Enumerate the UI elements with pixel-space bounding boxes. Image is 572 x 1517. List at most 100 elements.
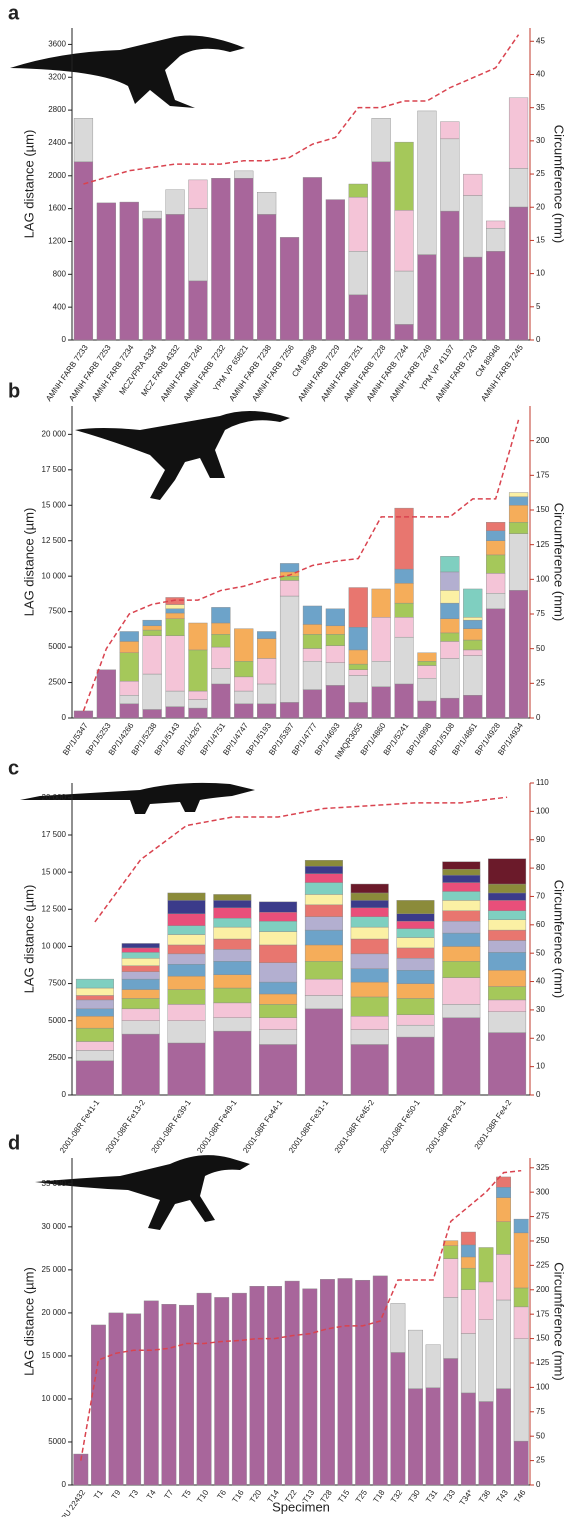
bar-segment: [461, 1245, 475, 1257]
x-tick-label: T46: [512, 1488, 528, 1505]
bar-segment: [461, 1334, 475, 1393]
bar-segment: [397, 1025, 435, 1037]
bar-segment: [509, 534, 528, 591]
bar-segment: [74, 118, 93, 162]
x-tick-label: AMNH FARB 7251: [319, 343, 365, 403]
y-tick-label: 3600: [48, 40, 66, 49]
bar-segment: [486, 555, 505, 573]
bar-segment: [440, 633, 459, 642]
x-tick-label: AMNH FARB 7228: [342, 343, 388, 403]
y2-tick-label: 125: [536, 1358, 550, 1367]
y-tick-label: 1200: [48, 237, 66, 246]
bar-segment: [372, 617, 391, 661]
bar-segment: [122, 1009, 160, 1021]
x-tick-label: 2001-08R Fe13-2: [104, 1098, 148, 1155]
bar-segment: [395, 142, 414, 210]
bar-segment: [257, 639, 276, 659]
bar-segment: [397, 900, 435, 913]
bar-segment: [168, 976, 206, 989]
bar-segment: [166, 609, 185, 613]
bar-segment: [443, 961, 481, 977]
bar-segment: [397, 984, 435, 999]
bar-segment: [488, 859, 526, 884]
bar-segment: [326, 663, 345, 686]
bar-segment: [76, 1042, 114, 1051]
x-tick-label: AMNH FARB 7234: [90, 343, 136, 403]
bar-segment: [486, 573, 505, 593]
x-tick-label: AMNH FARB 7229: [296, 343, 342, 403]
bar-segment: [461, 1232, 475, 1245]
bar-segment: [168, 935, 206, 945]
bar-segment: [395, 637, 414, 684]
x-tick-label: T5: [180, 1488, 193, 1501]
bar-segment: [461, 1393, 475, 1485]
bar-segment: [514, 1339, 528, 1441]
bar-segment: [305, 917, 343, 930]
bar-segment: [486, 221, 505, 228]
bar-segment: [257, 658, 276, 684]
bar-segment: [463, 695, 482, 718]
bar-segment: [74, 711, 93, 718]
bar-segment: [395, 684, 414, 718]
bar-segment: [488, 884, 526, 893]
bar-segment: [461, 1268, 475, 1290]
x-tick-label: AMNH FARB 7245: [479, 343, 525, 403]
silhouette: [35, 1155, 250, 1230]
bar-segment: [349, 664, 368, 670]
bar-segment: [418, 678, 437, 701]
x-tick-label: T30: [407, 1488, 423, 1505]
bar-segment: [211, 684, 230, 718]
bar-segment: [444, 1259, 458, 1298]
bar-segment: [463, 620, 482, 629]
bar-segment: [211, 668, 230, 684]
bar-segment: [214, 949, 252, 961]
y2-tick-label: 40: [536, 70, 545, 79]
y-tick-label: 15 000: [42, 500, 67, 509]
y-tick-label: 0: [62, 1090, 67, 1099]
bar-segment: [166, 707, 185, 718]
bar-segment: [488, 1000, 526, 1012]
y-tick-label: 5000: [48, 642, 66, 651]
y-axis-title: LAG distance (µm): [21, 885, 36, 994]
y2-tick-label: 200: [536, 1285, 550, 1294]
bar-segment: [479, 1247, 493, 1281]
bar-segment: [440, 698, 459, 718]
bar-segment: [166, 214, 185, 340]
x-tick-label: T18: [371, 1488, 387, 1505]
y-tick-label: 7500: [48, 607, 66, 616]
bar-segment: [372, 589, 391, 617]
x-tick-label: AMNH FARB 7256: [250, 343, 296, 403]
bar-segment: [259, 994, 297, 1004]
bar-segment: [397, 970, 435, 983]
bar-segment: [488, 900, 526, 910]
bar-segment: [514, 1307, 528, 1339]
bar-segment: [126, 1314, 140, 1485]
bar-segment: [395, 617, 414, 637]
bar-segment: [320, 1279, 334, 1485]
y2-tick-label: 275: [536, 1212, 550, 1221]
x-tick-label: T32: [389, 1488, 405, 1505]
y-tick-label: 20 000: [42, 793, 67, 802]
y-tick-label: 15 000: [42, 1351, 67, 1360]
x-tick-label: T34*: [458, 1488, 475, 1507]
bar-segment: [122, 972, 160, 979]
bar-segment: [214, 908, 252, 918]
bar-segment: [168, 914, 206, 926]
x-tick-label: T20: [248, 1488, 264, 1505]
page: {"chart_data": [ {"type": "bar", "panel_…: [0, 0, 572, 1517]
bar-segment: [397, 938, 435, 948]
bar-segment: [397, 914, 435, 921]
bar-segment: [305, 979, 343, 995]
bar-segment: [397, 921, 435, 928]
bar-segment: [509, 207, 528, 340]
bar-segment: [443, 900, 481, 910]
y-tick-label: 2400: [48, 138, 66, 147]
y-tick-label: 12 500: [42, 536, 67, 545]
bar-segment: [259, 1030, 297, 1045]
bar-segment: [444, 1297, 458, 1358]
bar-segment: [444, 1241, 458, 1246]
bar-segment: [461, 1257, 475, 1268]
bar-segment: [397, 948, 435, 958]
bar-segment: [259, 963, 297, 982]
x-tick-label: T16: [230, 1488, 246, 1505]
